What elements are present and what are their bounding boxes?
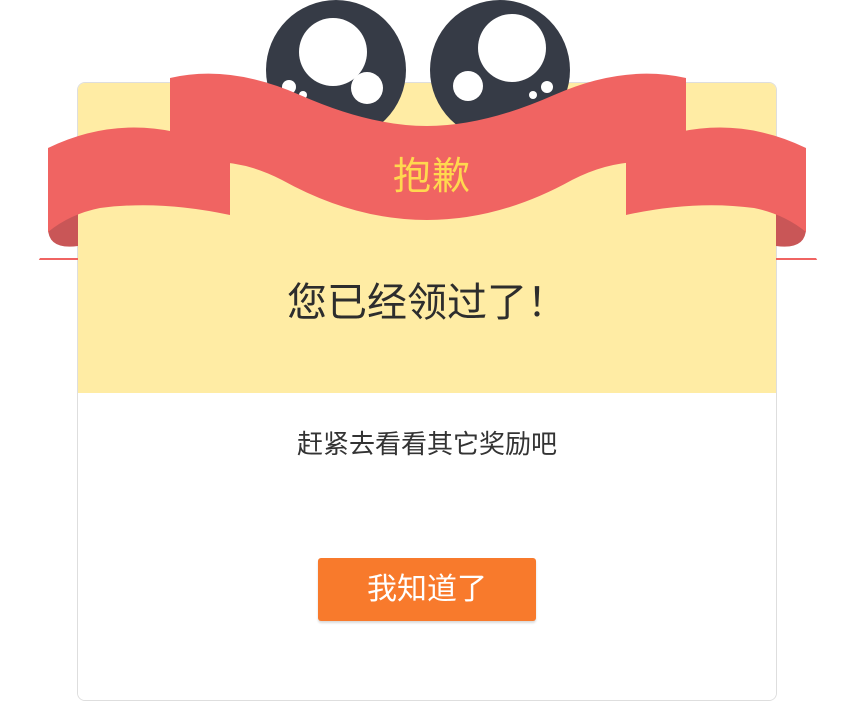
ribbon-right-tail [776, 258, 818, 260]
dialog-subtext: 赶紧去看看其它奖励吧 [296, 430, 557, 460]
confirm-button[interactable]: 我知道了 [318, 558, 536, 621]
ribbon-eyes-illustration [38, 0, 818, 260]
dialog-headline: 您已经领过了！ [287, 280, 567, 326]
dialog-body-panel [78, 393, 776, 700]
ribbon-title: 抱歉 [392, 154, 471, 198]
ribbon-left-tail [38, 258, 78, 260]
